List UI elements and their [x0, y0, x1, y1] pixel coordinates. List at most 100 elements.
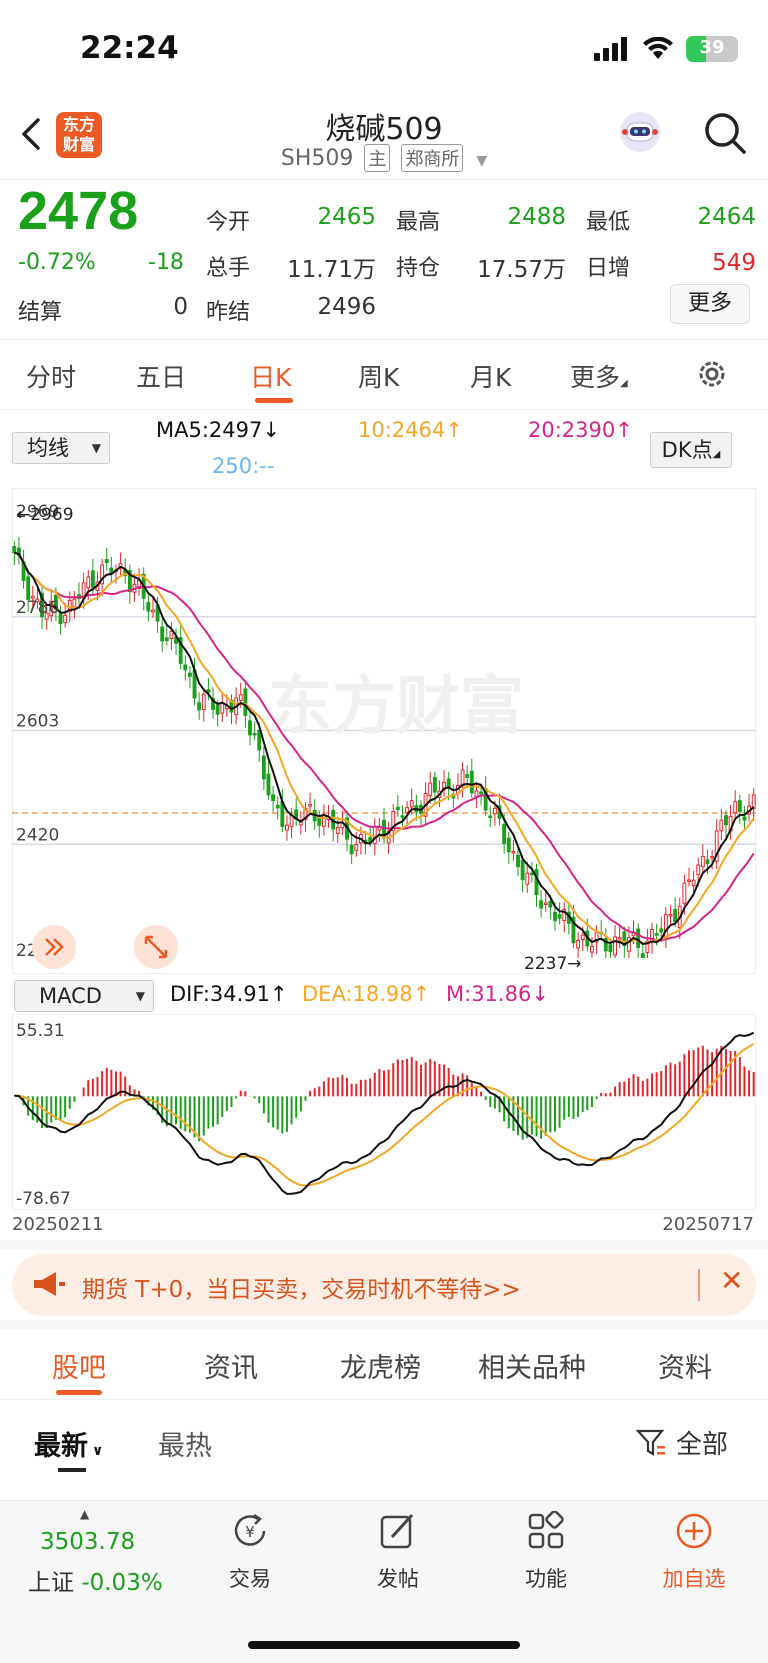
date-start: 20250211: [12, 1214, 104, 1235]
logo-text-1: 东方: [62, 115, 95, 134]
ma-select[interactable]: 均线 ▼: [12, 432, 110, 464]
gear-icon[interactable]: [694, 356, 730, 392]
candle-body: [557, 914, 562, 919]
index-name: 上证: [28, 1570, 74, 1596]
volume-label: 总手: [206, 256, 251, 281]
dk-label: DK点: [661, 438, 713, 462]
index-value[interactable]: 3503.78: [40, 1529, 136, 1555]
max-price-marker: ←2969: [16, 505, 74, 525]
grid-icon: [528, 1510, 564, 1549]
kline-chart[interactable]: 东方财富 29692786260324202237 ←2969 2237→: [12, 488, 756, 974]
more-quote-button[interactable]: 更多: [670, 284, 750, 324]
nav-functions-label: 功能: [525, 1567, 567, 1591]
nav-trade-label: 交易: [229, 1567, 271, 1591]
nav-add-watchlist-label: 加自选: [662, 1567, 726, 1591]
candle-body: [63, 614, 68, 624]
candle-body: [654, 933, 659, 936]
nav-trade[interactable]: ¥ 交易: [200, 1511, 300, 1593]
status-time: 22:24: [80, 30, 179, 66]
corner-triangle-icon: ◢: [712, 449, 721, 460]
sort-latest[interactable]: 最新 ∨: [34, 1424, 103, 1463]
macd-chart[interactable]: 55.31 -78.67: [12, 1014, 756, 1210]
index-label[interactable]: 上证 -0.03%: [28, 1563, 163, 1597]
change-percent: -0.72%: [18, 250, 96, 275]
high-value: 2488: [507, 204, 566, 230]
price-axis-label: 2603: [16, 712, 59, 732]
dropdown-icon[interactable]: ▼: [476, 153, 488, 169]
macd-top-label: 55.31: [16, 1021, 65, 1041]
candle-body: [354, 843, 359, 851]
sort-hot[interactable]: 最热: [158, 1431, 212, 1462]
exchange-tag: 郑商所: [401, 144, 464, 172]
prev-settle-label: 昨结: [206, 300, 251, 325]
candle-body: [257, 729, 262, 751]
candle-body: [691, 879, 696, 887]
candle-body: [349, 844, 354, 855]
candle-body: [742, 816, 747, 821]
settle-value: 0: [173, 294, 188, 320]
tab-forum[interactable]: 股吧: [52, 1353, 106, 1384]
candle-body: [266, 773, 271, 796]
nav-functions[interactable]: 功能: [496, 1510, 596, 1593]
candle-body: [100, 564, 105, 585]
candle-body: [613, 936, 617, 956]
tab-five-day[interactable]: 五日: [136, 363, 187, 392]
candle-body: [553, 911, 557, 922]
candle-body: [696, 864, 701, 876]
close-icon[interactable]: ✕: [720, 1264, 744, 1297]
low-label: 最低: [586, 210, 631, 235]
candle-body: [40, 592, 44, 618]
tab-news[interactable]: 资讯: [204, 1353, 258, 1384]
open-value: 2465: [317, 204, 376, 230]
prev-settle-value: 2496: [317, 294, 376, 320]
candle-body: [682, 882, 687, 904]
main-contract-tag: 主: [364, 144, 391, 172]
nav-post-label: 发帖: [377, 1567, 419, 1591]
tab-weekly-k[interactable]: 周K: [358, 363, 400, 392]
candle-body: [580, 934, 585, 940]
status-bar: 22:24 39: [0, 0, 768, 100]
nav-add-watchlist[interactable]: 加自选: [644, 1511, 744, 1593]
candle-body: [72, 598, 77, 608]
open-label: 今开: [206, 210, 251, 235]
search-icon[interactable]: [702, 110, 748, 156]
tab-related[interactable]: 相关品种: [478, 1353, 586, 1384]
candle-body: [617, 937, 622, 940]
content-tabs: 股吧 资讯 龙虎榜 相关品种 资料: [0, 1330, 768, 1400]
back-icon[interactable]: [16, 114, 48, 154]
active-tab-indicator: [255, 398, 293, 403]
tab-more-periods[interactable]: 更多◢: [570, 358, 628, 394]
filter-button[interactable]: 全部: [635, 1424, 728, 1461]
double-chevron-icon: [45, 938, 64, 956]
candle-body: [751, 794, 756, 810]
candle-body: [724, 815, 728, 826]
candle-body: [335, 826, 340, 834]
candle-body: [432, 776, 437, 793]
contract-subtitle[interactable]: SH509 主 郑商所 ▼: [0, 144, 768, 172]
bottom-nav: ▲ 3503.78 上证 -0.03% ¥ 交易 发帖 功能 加自选: [0, 1500, 768, 1663]
page-title: 烧碱509: [325, 112, 443, 147]
promo-banner[interactable]: 期货 T+0，当日买卖，交易时机不等待>> ✕: [12, 1254, 756, 1316]
dk-point-button[interactable]: DK点◢: [650, 432, 732, 468]
tab-monthly-k[interactable]: 月K: [470, 363, 512, 392]
index-change: -0.03%: [81, 1570, 163, 1596]
expand-left-button[interactable]: [32, 925, 76, 969]
macd-select[interactable]: MACD ▼: [14, 980, 154, 1012]
candle-body: [663, 914, 668, 937]
candle-body: [479, 791, 483, 795]
candle-body: [460, 769, 465, 787]
fullscreen-button[interactable]: [134, 925, 178, 969]
tab-dragon-tiger[interactable]: 龙虎榜: [340, 1353, 421, 1384]
tab-profile[interactable]: 资料: [658, 1353, 712, 1384]
nav-post[interactable]: 发帖: [348, 1511, 448, 1593]
daily-increase-value: 549: [712, 250, 756, 276]
candle-body: [164, 637, 169, 642]
tab-daily-k[interactable]: 日K: [250, 363, 292, 392]
ma250-label: 250:--: [212, 454, 275, 478]
assistant-robot-icon[interactable]: [616, 108, 664, 156]
ma20-label: 20:2390↑: [528, 418, 633, 442]
dea-label: DEA:18.98↑: [302, 982, 431, 1006]
tab-intraday[interactable]: 分时: [26, 363, 77, 392]
sort-latest-label: 最新: [34, 1431, 88, 1462]
chevron-down-icon: ∨: [92, 1443, 104, 1459]
